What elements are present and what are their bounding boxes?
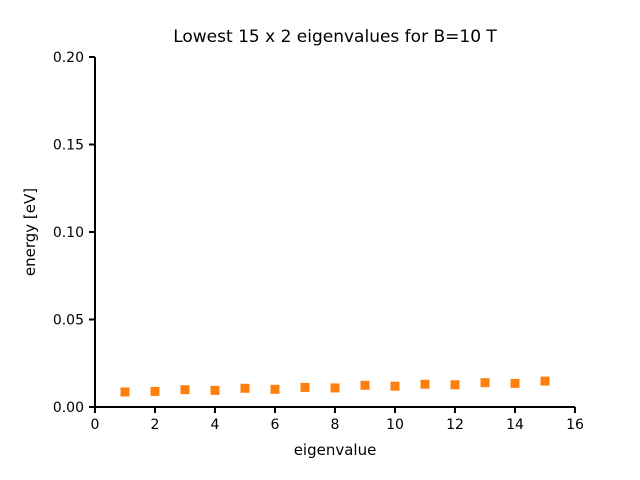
y-tick-label: 0.05	[53, 313, 84, 329]
data-point	[540, 376, 550, 386]
x-tick-label: 10	[386, 417, 404, 433]
x-tick-label: 12	[446, 417, 464, 433]
x-tick-label: 0	[91, 417, 100, 433]
data-point	[180, 385, 190, 395]
data-point	[150, 386, 160, 396]
y-tick-label: 0.20	[53, 50, 84, 66]
x-tick-label: 16	[566, 417, 584, 433]
y-tick-label: 0.00	[53, 400, 84, 416]
data-point	[240, 383, 250, 393]
data-point	[480, 378, 490, 388]
x-tick-label: 4	[211, 417, 220, 433]
data-point	[510, 378, 520, 388]
data-point	[300, 382, 310, 392]
x-axis-label: eigenvalue	[293, 441, 377, 459]
x-tick-label: 14	[506, 417, 524, 433]
data-point	[420, 379, 430, 389]
data-point	[210, 385, 220, 395]
x-tick-label: 8	[331, 417, 340, 433]
data-point	[270, 384, 280, 394]
data-point	[450, 380, 460, 390]
y-tick-label: 0.15	[53, 138, 84, 154]
y-tick-label: 0.10	[53, 225, 84, 241]
data-point	[360, 380, 370, 390]
data-point	[120, 387, 130, 397]
data-point	[390, 381, 400, 391]
x-tick-label: 2	[151, 417, 160, 433]
x-tick-label: 6	[271, 417, 280, 433]
data-point	[330, 383, 340, 393]
chart-title: Lowest 15 x 2 eigenvalues for B=10 T	[173, 27, 497, 47]
y-axis-label: energy [eV]	[21, 187, 39, 277]
